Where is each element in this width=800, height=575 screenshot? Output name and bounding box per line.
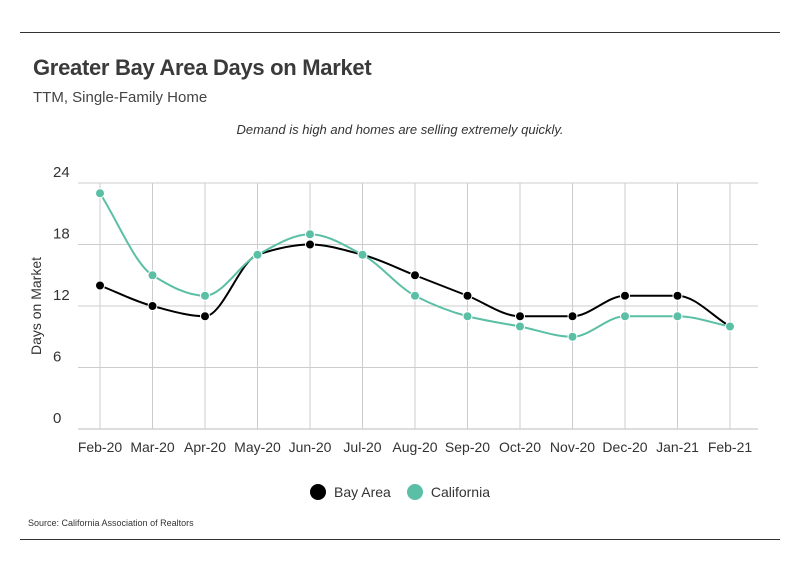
chart-subtitle: TTM, Single-Family Home <box>33 89 208 106</box>
data-point-california-nov-20 <box>567 331 578 342</box>
chart-title: Greater Bay Area Days on Market <box>33 55 372 80</box>
legend-label-bay-area: Bay Area <box>334 484 391 500</box>
data-point-bay-area-sep-20 <box>462 290 473 301</box>
bottom-rule <box>20 539 780 540</box>
y-tick-label: 24 <box>53 164 70 181</box>
data-point-bay-area-jan-21 <box>672 290 683 301</box>
data-point-bay-area-nov-20 <box>567 311 578 322</box>
x-tick-label-sep-20: Sep-20 <box>445 439 490 455</box>
data-point-california-oct-20 <box>515 321 525 332</box>
x-tick-label-jun-20: Jun-20 <box>289 439 332 455</box>
data-point-bay-area-aug-20 <box>410 270 420 281</box>
chart-annotation: Demand is high and homes are selling ext… <box>236 122 564 137</box>
data-point-bay-area-feb-20 <box>95 280 105 291</box>
data-point-california-mar-20 <box>147 270 158 281</box>
data-point-california-may-20 <box>252 249 263 260</box>
legend-swatch-california <box>406 484 423 500</box>
x-tick-label-feb-21: Feb-21 <box>708 439 753 455</box>
x-tick-label-oct-20: Oct-20 <box>499 439 541 455</box>
data-point-california-feb-21 <box>725 321 735 332</box>
legend-item-bay-area[interactable]: Bay Area <box>310 484 391 500</box>
data-point-california-aug-20 <box>410 290 420 301</box>
legend-swatch-bay-area <box>310 484 327 500</box>
legend-item-california[interactable]: California <box>406 484 490 500</box>
y-tick-label: 12 <box>53 287 70 304</box>
legend-label-california: California <box>430 484 490 500</box>
data-point-california-jul-20 <box>357 249 368 260</box>
data-point-california-apr-20 <box>200 290 210 301</box>
y-axis-title: Days on Market <box>28 257 44 355</box>
x-tick-label-nov-20: Nov-20 <box>550 439 595 455</box>
x-tick-label-jul-20: Jul-20 <box>343 439 381 455</box>
data-point-bay-area-jun-20 <box>305 239 315 250</box>
y-tick-label: 6 <box>53 349 61 366</box>
x-tick-label-may-20: May-20 <box>234 439 281 455</box>
data-point-bay-area-apr-20 <box>200 311 210 322</box>
x-tick-label-feb-20: Feb-20 <box>78 439 123 455</box>
data-point-california-feb-20 <box>95 188 105 199</box>
top-rule <box>20 32 780 33</box>
x-tick-label-apr-20: Apr-20 <box>184 439 226 455</box>
x-tick-label-aug-20: Aug-20 <box>392 439 437 455</box>
y-tick-label: 18 <box>53 226 70 243</box>
x-tick-label-mar-20: Mar-20 <box>130 439 175 455</box>
data-point-bay-area-mar-20 <box>147 301 158 311</box>
data-point-california-jan-21 <box>672 311 683 322</box>
x-tick-label-dec-20: Dec-20 <box>602 439 647 455</box>
data-point-california-sep-20 <box>462 311 473 322</box>
source-note: Source: California Association of Realto… <box>28 518 194 528</box>
x-tick-label-jan-21: Jan-21 <box>656 439 699 455</box>
data-point-bay-area-oct-20 <box>515 311 525 322</box>
y-tick-label: 0 <box>53 410 61 427</box>
chart-legend: Bay Area California <box>0 484 800 500</box>
data-point-california-jun-20 <box>305 229 315 240</box>
data-point-bay-area-dec-20 <box>620 290 630 301</box>
data-point-california-dec-20 <box>620 311 630 322</box>
